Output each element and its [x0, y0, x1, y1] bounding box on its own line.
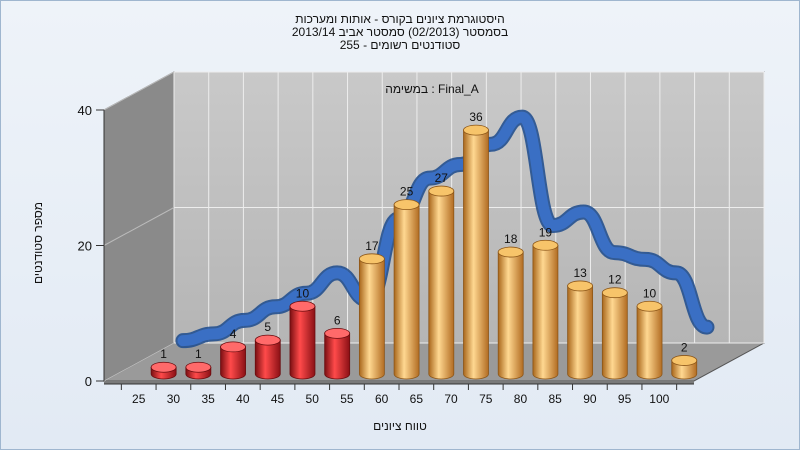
histogram-bar [463, 129, 489, 380]
side-grid-line [103, 342, 175, 382]
bar-value-label: 1 [195, 347, 202, 361]
bar-value-label: 4 [230, 327, 237, 341]
histogram-bar-cap [532, 239, 559, 251]
x-tick-label: 55 [340, 392, 354, 406]
bar-value-label: 13 [573, 266, 587, 280]
histogram-bar [636, 305, 663, 380]
histogram-bar [324, 332, 351, 380]
bar-value-label: 2 [681, 340, 688, 354]
histogram-bar-cap [636, 300, 663, 312]
histogram-bar-cap [497, 246, 524, 258]
x-tick-label: 75 [479, 392, 493, 406]
x-tick-label: 50 [306, 392, 320, 406]
x-tick-label: 95 [618, 392, 632, 406]
histogram-bar-cap [254, 334, 281, 346]
histogram-bar [289, 305, 316, 380]
histogram-bar [532, 244, 559, 380]
x-tick-label: 100 [649, 392, 669, 406]
histogram-bar-cap [428, 185, 455, 197]
x-tick-label: 30 [167, 392, 181, 406]
y-tick-label: 40 [78, 103, 92, 118]
x-tick-label: 60 [375, 392, 389, 406]
chart-title-line-2: בסמסטר (02/2013) סמסטר אביב 2013/14 [291, 25, 509, 39]
x-tick-label: 80 [514, 392, 528, 406]
histogram-bar [358, 258, 385, 380]
histogram-bar-cap [289, 300, 316, 312]
histogram-bar [393, 204, 420, 380]
histogram-bar [601, 292, 628, 380]
bar-value-label: 6 [334, 313, 341, 327]
histogram-bar [220, 346, 246, 380]
x-tick-label: 65 [410, 392, 424, 406]
histogram-bar-cap [671, 355, 698, 366]
histogram-bar [428, 190, 455, 380]
x-tick-label: 90 [583, 392, 597, 406]
bar-value-label: 19 [539, 225, 553, 239]
bar-value-label: 18 [504, 232, 518, 246]
bar-value-label: 12 [608, 273, 622, 287]
x-tick-label: 40 [236, 392, 250, 406]
histogram-bar-cap [220, 341, 246, 353]
histogram-bar-cap [567, 280, 594, 292]
histogram-bar [567, 285, 594, 380]
bar-value-label: 5 [264, 320, 271, 334]
y-tick-label: 0 [85, 374, 92, 389]
side-grid-line [103, 71, 175, 111]
histogram-bar-cap [150, 361, 177, 373]
chart-title-line-1: היסטוגרמת ציונים בקורס - אותות ומערכות [295, 12, 505, 26]
bar-value-label: 10 [296, 286, 310, 300]
floor-edge [104, 381, 694, 384]
x-tick-label: 35 [201, 392, 215, 406]
x-tick-label: 85 [548, 392, 562, 406]
bar-value-label: 27 [435, 171, 449, 185]
histogram-bar-cap [393, 199, 420, 211]
bar-value-label: 10 [643, 286, 657, 300]
x-tick-label: 70 [444, 392, 458, 406]
bar-value-label: 25 [400, 185, 414, 199]
x-tick-label: 45 [271, 392, 285, 406]
x-tick-label: 25 [132, 392, 146, 406]
chart-title-line-3: סטודנטים רשומים - 255 [339, 38, 461, 52]
histogram-bar-cap [601, 287, 628, 299]
bar-value-label: 17 [365, 239, 379, 253]
bar-value-label: 36 [469, 110, 483, 124]
histogram-bar-cap [324, 327, 351, 339]
histogram-bar [497, 251, 524, 380]
y-tick-label: 20 [78, 239, 92, 254]
histogram-bar-cap [463, 124, 489, 136]
side-grid-line [103, 207, 175, 246]
chart-annotation: במשימה : Final_A [385, 82, 479, 96]
trend-ribbon [177, 111, 713, 347]
x-axis-label: טווח ציונים [373, 419, 427, 433]
histogram-bar-cap [185, 361, 212, 373]
histogram-bar [254, 339, 281, 380]
histogram-bar-cap [358, 253, 385, 265]
bar-value-label: 1 [160, 347, 167, 361]
